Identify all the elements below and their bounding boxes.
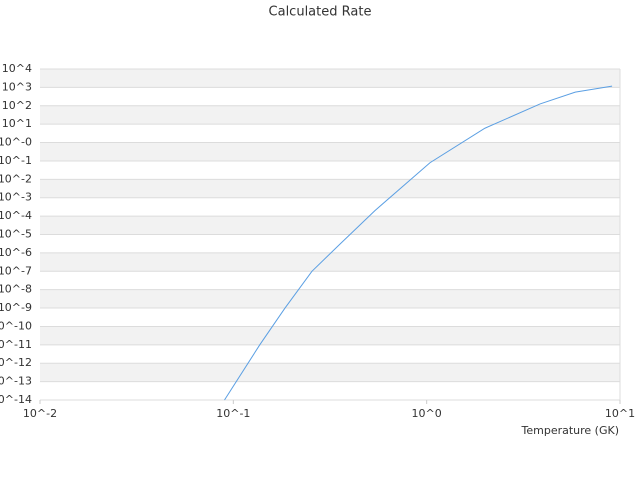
x-axis-label: Temperature (GK) bbox=[521, 424, 620, 437]
grid-band bbox=[40, 289, 620, 309]
y-tick-label: 10^3 bbox=[2, 80, 32, 93]
x-tick-label: 10^-2 bbox=[23, 407, 57, 420]
y-tick-label: 10^-12 bbox=[0, 356, 32, 369]
data-line bbox=[224, 85, 613, 401]
y-tick-label: 10^-8 bbox=[0, 283, 32, 296]
y-tick-label: 10^-1 bbox=[0, 154, 32, 167]
y-tick-label: 10^-6 bbox=[0, 246, 32, 259]
x-tick-label: 10^1 bbox=[605, 407, 635, 420]
y-tick-label: 10^2 bbox=[2, 99, 32, 112]
y-tick-label: 10^-11 bbox=[0, 338, 32, 351]
y-tick-label: 10^-7 bbox=[0, 264, 32, 277]
chart-title: Calculated Rate bbox=[269, 5, 372, 20]
grid-band bbox=[40, 252, 620, 272]
y-tick-label: 10^-10 bbox=[0, 319, 32, 332]
y-tick-label: 10^-9 bbox=[0, 301, 32, 314]
x-tick-label: 10^0 bbox=[412, 407, 442, 420]
y-tick-label: 10^-14 bbox=[0, 393, 32, 406]
grid-band bbox=[40, 216, 620, 235]
grid-band bbox=[40, 69, 620, 88]
grid-band bbox=[40, 105, 620, 125]
y-tick-label: 10^-13 bbox=[0, 375, 32, 388]
y-tick-label: 10^-2 bbox=[0, 172, 32, 185]
grid-bands bbox=[40, 69, 620, 382]
y-tick-label: 10^-3 bbox=[0, 191, 32, 204]
grid-band bbox=[40, 363, 620, 382]
x-tick-label: 10^-1 bbox=[216, 407, 250, 420]
y-tick-label: 10^-5 bbox=[0, 228, 32, 241]
grid-band bbox=[40, 179, 620, 198]
y-tick-label: 10^4 bbox=[2, 62, 32, 75]
grid-band bbox=[40, 142, 620, 161]
y-tick-label: 10^1 bbox=[2, 117, 32, 130]
y-tick-label: 10^-4 bbox=[0, 209, 32, 222]
y-tick-label: 10^-0 bbox=[0, 136, 32, 149]
grid-band bbox=[40, 326, 620, 345]
